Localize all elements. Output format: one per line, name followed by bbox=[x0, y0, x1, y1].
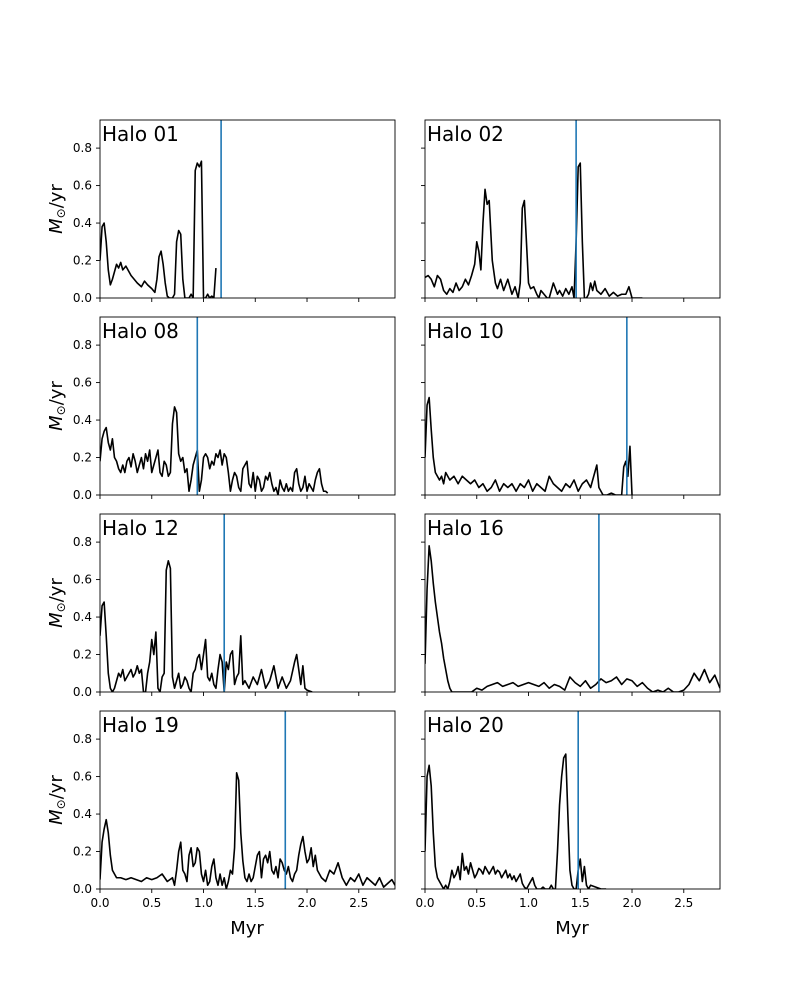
series-line bbox=[100, 772, 395, 889]
y-tick-label: 0.4 bbox=[73, 610, 92, 624]
x-tick-label: 2.0 bbox=[297, 896, 316, 910]
x-tick-label: 1.0 bbox=[519, 896, 538, 910]
panel-6: Halo 16 bbox=[421, 513, 721, 696]
y-tick-label: 0.0 bbox=[73, 882, 92, 896]
panel-5: 0.0 0.2 0.4 0.6 0.8 Halo 12 bbox=[73, 513, 396, 699]
series-line bbox=[425, 396, 633, 495]
panel-4: Halo 10 bbox=[421, 316, 721, 499]
svg-text:M⊙/yr: M⊙/yr bbox=[46, 381, 68, 431]
panel-title: Halo 10 bbox=[427, 319, 504, 343]
axes-frame bbox=[424, 316, 721, 496]
panel-7: 0.0 0.2 0.4 0.6 0.8 0.0 0.5 1.0 1.5 2.0 2.5 Halo 19 bbox=[73, 710, 396, 910]
axes-frame bbox=[424, 119, 721, 299]
panel-title: Halo 08 bbox=[102, 319, 179, 343]
x-tick-label: 0.0 bbox=[90, 896, 109, 910]
y-tick-label: 0.8 bbox=[73, 732, 92, 746]
y-tick-label: 0.0 bbox=[73, 488, 92, 502]
y-tick-label: 0.2 bbox=[73, 648, 92, 662]
y-tick-label: 0.4 bbox=[73, 413, 92, 427]
ylabel-row-2: M⊙/yr bbox=[46, 381, 68, 431]
svg-text:M⊙/yr: M⊙/yr bbox=[46, 184, 68, 234]
x-tick-label: 2.5 bbox=[674, 896, 693, 910]
y-tick-label: 0.6 bbox=[73, 179, 92, 193]
y-tick-label: 0.4 bbox=[73, 216, 92, 230]
y-tick-label: 0.6 bbox=[73, 770, 92, 784]
panel-3: 0.0 0.2 0.4 0.6 0.8 Halo 08 bbox=[73, 316, 396, 502]
panel-title: Halo 02 bbox=[427, 122, 504, 146]
series-line bbox=[100, 560, 313, 692]
y-tick-label: 0.0 bbox=[73, 685, 92, 699]
xlabel-right: Myr bbox=[555, 918, 589, 939]
axes-frame bbox=[99, 119, 396, 299]
x-tick-label: 2.5 bbox=[349, 896, 368, 910]
panel-8: 0.0 0.5 1.0 1.5 2.0 2.5 Halo 20 bbox=[415, 710, 721, 910]
svg-text:M⊙/yr: M⊙/yr bbox=[46, 578, 68, 628]
y-tick-label: 0.8 bbox=[73, 338, 92, 352]
series-line bbox=[425, 545, 720, 692]
panel-title: Halo 12 bbox=[102, 516, 179, 540]
panel-title: Halo 19 bbox=[102, 713, 179, 737]
x-tick-label: 2.0 bbox=[622, 896, 641, 910]
axes-frame bbox=[99, 316, 396, 496]
ylabel-row-1: M⊙/yr bbox=[46, 184, 68, 234]
axes-frame bbox=[424, 513, 721, 693]
y-tick-label: 0.0 bbox=[73, 291, 92, 305]
panel-1: 0.0 0.2 0.4 0.6 0.8 Halo 01 bbox=[73, 119, 396, 305]
y-tick-label: 0.2 bbox=[73, 254, 92, 268]
x-tick-label: 0.5 bbox=[142, 896, 161, 910]
x-tick-label: 1.5 bbox=[246, 896, 265, 910]
x-tick-label: 1.0 bbox=[194, 896, 213, 910]
series-line bbox=[100, 160, 217, 298]
panel-title: Halo 20 bbox=[427, 713, 504, 737]
xlabel-left: Myr bbox=[230, 918, 264, 939]
y-tick-label: 0.8 bbox=[73, 535, 92, 549]
series-line bbox=[425, 753, 607, 889]
axes-frame bbox=[99, 710, 396, 890]
series-line bbox=[425, 162, 643, 298]
y-tick-label: 0.6 bbox=[73, 573, 92, 587]
series-line bbox=[100, 406, 329, 495]
y-tick-label: 0.8 bbox=[73, 141, 92, 155]
axes-frame bbox=[99, 513, 396, 693]
y-tick-label: 0.2 bbox=[73, 845, 92, 859]
y-tick-label: 0.2 bbox=[73, 451, 92, 465]
x-tick-label: 1.5 bbox=[571, 896, 590, 910]
panel-title: Halo 01 bbox=[102, 122, 179, 146]
y-tick-label: 0.6 bbox=[73, 376, 92, 390]
panel-title: Halo 16 bbox=[427, 516, 504, 540]
axes-frame bbox=[424, 710, 721, 890]
x-tick-label: 0.5 bbox=[467, 896, 486, 910]
y-tick-label: 0.4 bbox=[73, 807, 92, 821]
svg-text:M⊙/yr: M⊙/yr bbox=[46, 775, 68, 825]
panel-2: Halo 02 bbox=[421, 119, 721, 302]
ylabel-row-3: M⊙/yr bbox=[46, 578, 68, 628]
x-tick-label: 0.0 bbox=[415, 896, 434, 910]
ylabel-row-4: M⊙/yr bbox=[46, 775, 68, 825]
